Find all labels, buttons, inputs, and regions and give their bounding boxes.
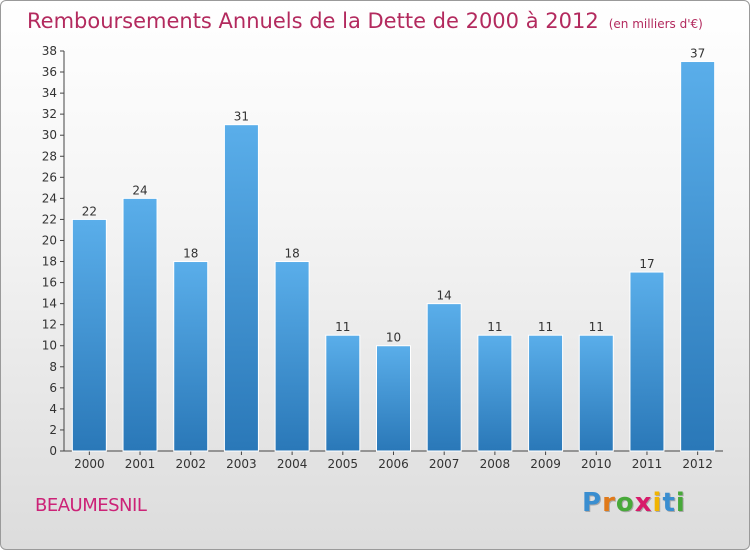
- bar: [528, 334, 564, 452]
- bar-value-label: 11: [487, 320, 502, 334]
- logo-letter: i: [675, 488, 686, 518]
- y-tick-label: 8: [49, 360, 57, 374]
- x-tick-label: 2001: [125, 457, 156, 471]
- commune-name: BEAUMESNIL: [35, 495, 147, 516]
- logo-letter: P: [582, 488, 603, 518]
- y-tick-label: 6: [49, 381, 57, 395]
- x-tick-label: 2003: [226, 457, 257, 471]
- x-tick-label: 2012: [682, 457, 713, 471]
- x-axis: 2000 2001 2002 2003 2004 2005 2006 2007 2008 2009…: [64, 450, 723, 471]
- bar-value-label: 18: [284, 247, 299, 261]
- x-tick-label: 2004: [277, 457, 308, 471]
- y-tick-label: 30: [42, 128, 57, 142]
- y-tick-label: 34: [42, 86, 57, 100]
- bar: [629, 271, 665, 452]
- bar: [477, 334, 513, 452]
- bar: [173, 261, 209, 452]
- y-tick-label: 28: [42, 149, 57, 163]
- bar: [274, 261, 310, 452]
- y-tick-label: 24: [42, 191, 57, 205]
- x-tick-label: 2000: [74, 457, 105, 471]
- proxiti-logo: Proxiti: [582, 488, 686, 518]
- bar-value-label: 31: [234, 110, 249, 124]
- bar-value-label: 17: [639, 257, 654, 271]
- x-tick-label: 2005: [328, 457, 359, 471]
- bars: 22 24 18 31 18 11 10 14 11 11 11 17 37: [71, 47, 716, 452]
- y-tick-label: 4: [49, 402, 57, 416]
- bar-value-label: 37: [690, 47, 705, 61]
- bar: [325, 334, 361, 452]
- bar-value-label: 22: [82, 204, 97, 218]
- bar: [578, 334, 614, 452]
- x-tick-label: 2010: [581, 457, 612, 471]
- y-tick-label: 32: [42, 107, 57, 121]
- y-tick-label: 18: [42, 255, 57, 269]
- x-tick-label: 2002: [175, 457, 206, 471]
- y-tick-label: 14: [42, 297, 57, 311]
- y-tick-label: 10: [42, 339, 57, 353]
- y-tick-label: 0: [49, 444, 57, 458]
- y-tick-label: 2: [49, 423, 57, 437]
- x-tick-label: 2007: [429, 457, 460, 471]
- x-tick-label: 2008: [480, 457, 511, 471]
- y-tick-label: 12: [42, 318, 57, 332]
- bar-value-label: 14: [437, 289, 452, 303]
- bar: [680, 61, 716, 452]
- chart-unit-note: (en milliers d'€): [608, 17, 703, 31]
- bar-value-label: 10: [386, 331, 401, 345]
- y-tick-label: 16: [42, 276, 57, 290]
- y-tick-label: 20: [42, 233, 57, 247]
- logo-letter: t: [662, 488, 676, 518]
- chart-title: Remboursements Annuels de la Dette de 20…: [27, 9, 703, 33]
- bar: [376, 345, 411, 452]
- bar-value-label: 11: [589, 320, 604, 334]
- bar-value-label: 24: [132, 183, 147, 197]
- logo-letter: i: [652, 488, 663, 518]
- bar-value-label: 11: [538, 320, 553, 334]
- bar: [122, 197, 158, 452]
- bar: [71, 218, 107, 452]
- y-tick-label: 22: [42, 212, 57, 226]
- bar: [426, 303, 462, 452]
- bar-value-label: 18: [183, 247, 198, 261]
- logo-letter: r: [602, 488, 616, 518]
- bar: [223, 124, 259, 452]
- y-tick-label: 36: [42, 65, 57, 79]
- logo-letter: x: [634, 488, 653, 518]
- x-tick-label: 2011: [632, 457, 663, 471]
- bar-value-label: 11: [335, 320, 350, 334]
- chart-title-text: Remboursements Annuels de la Dette de 20…: [27, 9, 599, 33]
- y-tick-label: 38: [42, 44, 57, 58]
- y-tick-label: 26: [42, 170, 57, 184]
- logo-letter: o: [615, 488, 635, 518]
- x-tick-label: 2006: [378, 457, 409, 471]
- x-tick-label: 2009: [530, 457, 561, 471]
